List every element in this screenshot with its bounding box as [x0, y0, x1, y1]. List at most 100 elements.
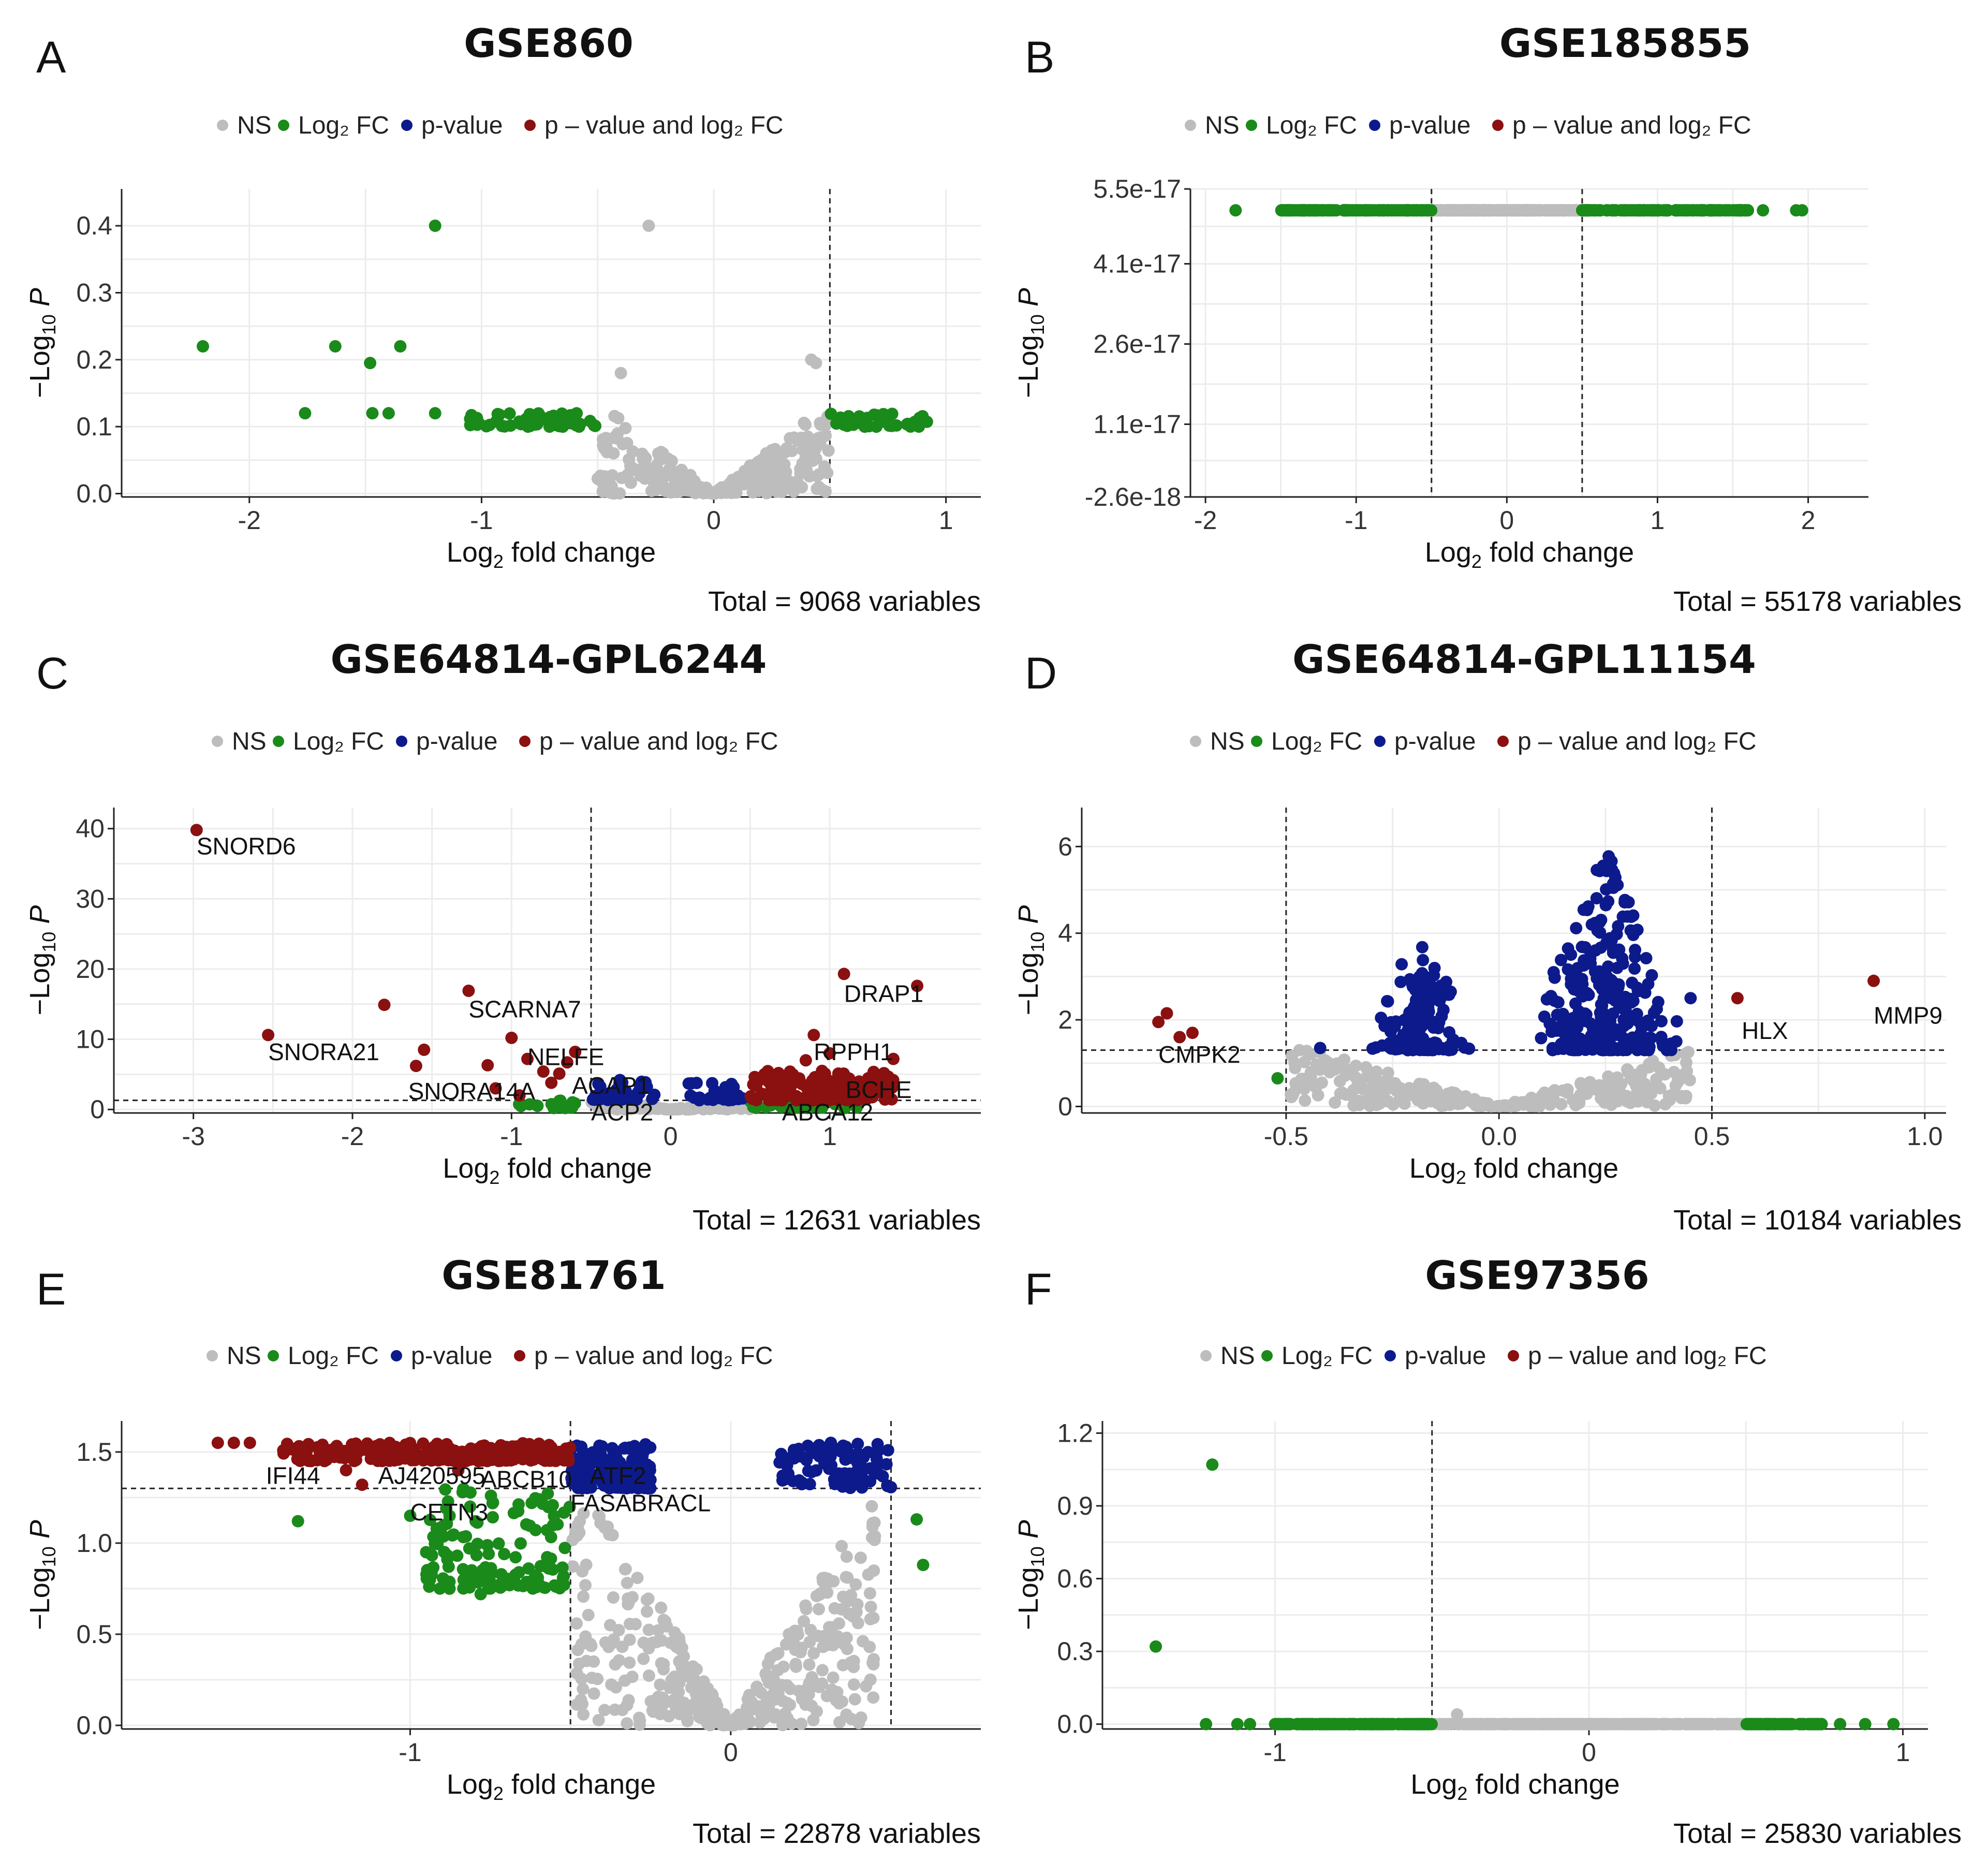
- legend-label-fc: Log₂ FC: [298, 112, 389, 139]
- data-point: [775, 486, 788, 499]
- gene-label: DRAP1: [844, 980, 923, 1007]
- data-point: [641, 1605, 653, 1618]
- data-point: [190, 824, 203, 837]
- data-point: [1417, 954, 1430, 966]
- data-point: [805, 1466, 818, 1478]
- data-point: [423, 1514, 436, 1527]
- data-point: [688, 1091, 701, 1104]
- data-point: [904, 420, 917, 433]
- data-point: [1887, 1718, 1900, 1731]
- data-point: [612, 1624, 625, 1636]
- data-point: [829, 1087, 842, 1100]
- gene-label: IFI44: [266, 1462, 320, 1489]
- legend-marker-pfc: [1508, 1350, 1519, 1361]
- data-point: [871, 1079, 884, 1092]
- data-point: [471, 1537, 484, 1550]
- data-point: [541, 1487, 554, 1500]
- data-point: [1684, 992, 1697, 1005]
- data-point: [838, 1638, 851, 1651]
- data-point: [1509, 204, 1522, 217]
- data-point: [1616, 1718, 1629, 1731]
- data-point: [1442, 988, 1455, 1001]
- gene-label: SCARNA7: [468, 995, 581, 1022]
- data-point: [584, 415, 597, 428]
- data-point: [606, 469, 619, 482]
- data-point: [657, 480, 670, 493]
- data-point: [661, 452, 674, 465]
- data-point: [814, 1587, 827, 1600]
- data-point: [384, 1438, 396, 1450]
- panel-d: D GSE64814-GPL11154 NS Log₂ FC p-value p – va…: [1013, 636, 1962, 1236]
- data-point: [1639, 1038, 1652, 1051]
- data-point: [1319, 1054, 1332, 1067]
- points-ns: [1429, 1708, 1752, 1731]
- data-point: [776, 1474, 789, 1487]
- data-point: [1512, 1718, 1525, 1731]
- gene-label: NELFE: [527, 1043, 604, 1070]
- data-point: [572, 420, 585, 433]
- data-point: [784, 1628, 797, 1641]
- data-point: [697, 1675, 710, 1688]
- data-point: [1655, 1015, 1668, 1028]
- data-point: [567, 1560, 579, 1573]
- data-point: [868, 1533, 881, 1546]
- x-tick-label: 0: [724, 1738, 738, 1767]
- data-point: [845, 1657, 858, 1669]
- legend-marker-p: [1374, 736, 1386, 747]
- y-axis-title: −Log10 P: [1013, 905, 1048, 1016]
- data-point: [522, 420, 535, 433]
- data-point: [495, 1568, 508, 1581]
- data-point: [837, 968, 850, 980]
- data-point: [1458, 1041, 1471, 1054]
- legend-marker-p: [1369, 120, 1380, 131]
- points-pfc: [211, 1437, 577, 1491]
- data-point: [646, 1704, 659, 1717]
- data-point: [619, 1474, 632, 1487]
- data-point: [1607, 1007, 1619, 1020]
- data-point: [1450, 204, 1463, 217]
- points-ns: [566, 1500, 881, 1732]
- data-point: [523, 408, 536, 421]
- data-point: [1795, 1718, 1808, 1731]
- data-point: [721, 1103, 734, 1116]
- gene-label: ATF2: [590, 1462, 646, 1489]
- data-point: [799, 1599, 812, 1612]
- data-point: [1665, 1037, 1677, 1050]
- data-point: [1611, 1071, 1624, 1084]
- legend: NS Log₂ FC p-value p – value and log₂ FC: [1190, 728, 1757, 755]
- panel-letter: B: [1025, 33, 1054, 82]
- data-point: [1579, 941, 1592, 954]
- data-point: [608, 409, 621, 422]
- data-point: [1566, 1043, 1578, 1056]
- data-point: [1423, 1082, 1436, 1095]
- data-point: [1276, 1718, 1289, 1731]
- data-point: [833, 1617, 845, 1630]
- data-point: [434, 1526, 447, 1538]
- y-tick-label: 4: [1058, 919, 1072, 948]
- data-point: [481, 1059, 494, 1072]
- data-point: [1662, 1090, 1675, 1103]
- y-tick-label: 5.5e-17: [1093, 174, 1181, 203]
- data-point: [1152, 1016, 1165, 1029]
- data-point: [1581, 204, 1594, 217]
- data-point: [831, 1630, 844, 1643]
- data-point: [592, 1713, 605, 1726]
- y-tick-label: 1.1e-17: [1093, 410, 1181, 439]
- data-point: [1601, 970, 1614, 983]
- data-point: [817, 1630, 830, 1643]
- data-point: [473, 1451, 485, 1463]
- legend-marker-fc: [1261, 1350, 1273, 1361]
- data-point: [824, 407, 837, 420]
- data-point: [836, 1695, 848, 1708]
- data-point: [699, 487, 712, 500]
- x-axis-title: Log2 fold change: [1425, 537, 1634, 572]
- data-point: [1303, 1718, 1316, 1731]
- data-point: [655, 1601, 668, 1614]
- data-point: [1567, 1019, 1580, 1032]
- legend-marker-pfc: [524, 120, 536, 131]
- data-point: [1574, 1077, 1587, 1090]
- data-point: [1389, 1077, 1402, 1090]
- data-point: [758, 475, 771, 488]
- data-point: [417, 1437, 430, 1450]
- data-point: [629, 1455, 642, 1468]
